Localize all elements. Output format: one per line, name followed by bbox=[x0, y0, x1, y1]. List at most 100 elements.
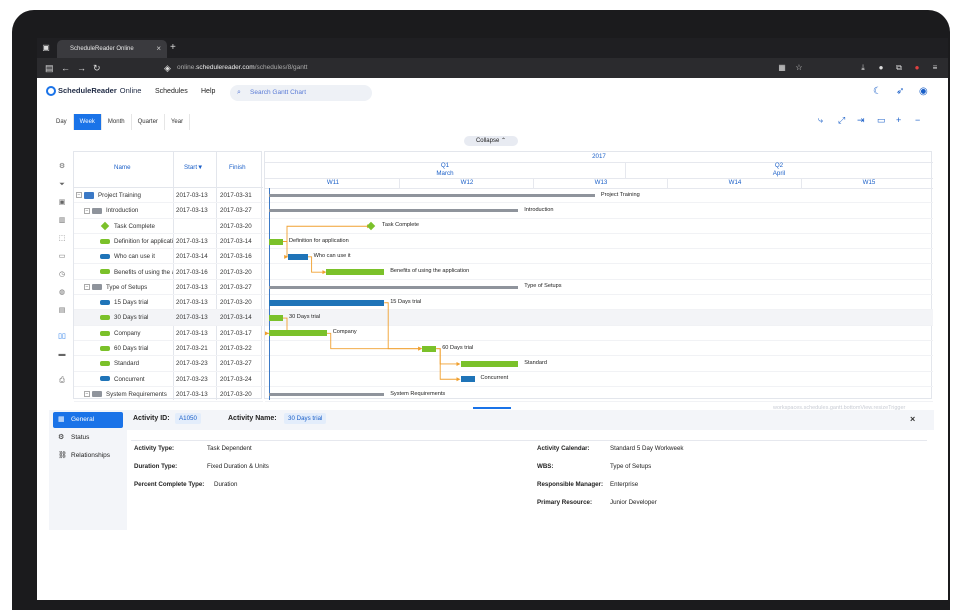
summary-bar[interactable] bbox=[269, 285, 519, 289]
column-name-header[interactable]: Name bbox=[114, 164, 131, 171]
task-icon bbox=[100, 238, 110, 244]
row-name: 15 Days trial bbox=[92, 295, 173, 310]
browser-menu-icon[interactable]: ≡ bbox=[932, 63, 938, 72]
back-icon[interactable]: ← bbox=[61, 63, 70, 73]
app-logo[interactable]: ScheduleReader Online bbox=[46, 86, 141, 97]
profile-icon[interactable]: ● bbox=[878, 63, 884, 72]
close-icon[interactable]: × bbox=[910, 414, 916, 424]
tab-general[interactable]: ▦ General bbox=[53, 412, 123, 428]
table-row[interactable]: − Project Training 2017-03-13 2017-03-31 bbox=[74, 188, 263, 204]
filter-icon[interactable]: ⏷ bbox=[59, 181, 65, 188]
new-tab-icon[interactable]: + bbox=[170, 42, 176, 53]
settings-icon[interactable]: ⚙ bbox=[58, 163, 66, 170]
table-row[interactable]: Company 2017-03-13 2017-03-17 bbox=[74, 326, 263, 341]
view-week-button[interactable]: Week bbox=[73, 114, 102, 130]
view-quarter-button[interactable]: Quarter bbox=[132, 114, 165, 130]
gantt-row bbox=[265, 203, 933, 219]
map-icon[interactable]: ▤ bbox=[58, 307, 66, 314]
split-view-icon[interactable]: ▯▯ bbox=[58, 333, 66, 340]
download-icon[interactable]: ⤓ bbox=[861, 63, 865, 72]
task-bar[interactable] bbox=[460, 376, 475, 383]
week-w15-label: W15 bbox=[862, 179, 876, 186]
info-icon: ▦ bbox=[58, 416, 65, 423]
link-icon[interactable]: ⤷ bbox=[818, 115, 824, 125]
summary-bar[interactable] bbox=[269, 393, 385, 397]
shield-icon[interactable]: ◈ bbox=[164, 63, 171, 73]
table-row[interactable]: − System Requirements 2017-03-13 2017-03-20 bbox=[74, 387, 263, 403]
user-avatar-icon[interactable]: ◉ bbox=[919, 86, 928, 97]
bottom-panel-icon[interactable]: ▬ bbox=[58, 351, 66, 358]
reload-icon[interactable]: ↻ bbox=[93, 63, 101, 73]
task-bar[interactable] bbox=[269, 330, 327, 337]
menu-schedules[interactable]: Schedules bbox=[155, 88, 188, 95]
table-row[interactable]: Who can use it 2017-03-14 2017-03-16 bbox=[74, 249, 263, 265]
search-input[interactable]: ⌕ Search Gantt Chart bbox=[230, 85, 372, 101]
task-bar[interactable] bbox=[269, 315, 283, 322]
collapse-toggle-icon[interactable]: − bbox=[84, 207, 90, 214]
view-day-button[interactable]: Day bbox=[50, 114, 74, 130]
reader-icon[interactable]: ▦ bbox=[778, 63, 786, 72]
address-bar[interactable]: online.schedulereader.com/schedules/8/ga… bbox=[177, 58, 307, 78]
column-start-header[interactable]: Start▼ bbox=[184, 164, 204, 171]
summary-bar[interactable] bbox=[269, 194, 595, 198]
task-bar[interactable] bbox=[288, 253, 308, 260]
summary-bar[interactable] bbox=[269, 209, 519, 213]
row-name: Company bbox=[92, 326, 173, 341]
collapse-toggle-icon[interactable]: − bbox=[84, 391, 90, 398]
bookmark-icon[interactable]: ☆ bbox=[795, 63, 803, 72]
task-bar[interactable] bbox=[460, 360, 519, 367]
task-bar[interactable] bbox=[269, 238, 283, 245]
bar-icon[interactable]: ▭ bbox=[58, 253, 66, 260]
table-row[interactable]: − Type of Setups 2017-03-13 2017-03-27 bbox=[74, 280, 263, 296]
panel-resize-handle[interactable] bbox=[473, 407, 511, 409]
extensions-icon[interactable]: ⧉ bbox=[896, 63, 902, 72]
group-icon[interactable]: ▣ bbox=[58, 199, 66, 206]
sidebar-toggle-icon[interactable]: ▤ bbox=[45, 63, 54, 73]
palette-icon[interactable]: ◍ bbox=[58, 289, 66, 296]
tab-status[interactable]: ⚙ Status bbox=[53, 430, 123, 446]
forward-icon[interactable]: → bbox=[77, 63, 86, 73]
browser-tab[interactable]: ScheduleReader Online × bbox=[57, 40, 167, 58]
fullscreen-icon[interactable]: ⤢ bbox=[838, 115, 846, 125]
week-w14-label: W14 bbox=[728, 179, 742, 186]
table-row[interactable]: Concurrent 2017-03-23 2017-03-24 bbox=[74, 372, 263, 387]
task-icon bbox=[100, 330, 110, 336]
history-icon[interactable]: ◷ bbox=[58, 271, 66, 278]
table-row[interactable]: − Introduction 2017-03-13 2017-03-27 bbox=[74, 203, 263, 219]
tab-overview-icon[interactable]: ▣ bbox=[42, 43, 50, 52]
table-row[interactable]: 60 Days trial 2017-03-21 2017-03-22 bbox=[74, 341, 263, 357]
zoom-out-icon[interactable]: − bbox=[915, 115, 921, 125]
table-row[interactable]: Task Complete 2017-03-20 bbox=[74, 219, 263, 234]
print-icon[interactable]: ⎙ bbox=[59, 377, 65, 384]
extension-badge-icon[interactable]: ● bbox=[914, 63, 920, 72]
task-bar[interactable] bbox=[269, 299, 385, 306]
table-row[interactable]: 30 Days trial 2017-03-13 2017-03-14 bbox=[74, 310, 263, 326]
menu-help[interactable]: Help bbox=[201, 88, 216, 95]
view-year-button[interactable]: Year bbox=[165, 114, 191, 130]
collapse-toggle-icon[interactable]: − bbox=[76, 192, 82, 199]
jump-to-icon[interactable]: ⇥ bbox=[857, 115, 865, 125]
comment-icon[interactable]: ▭ bbox=[877, 115, 886, 125]
table-row[interactable]: Benefits of using the application2017-03… bbox=[74, 265, 263, 280]
dark-mode-icon[interactable]: ☾ bbox=[873, 86, 882, 97]
row-name-text: Task Complete bbox=[114, 222, 155, 230]
column-divider[interactable] bbox=[216, 152, 217, 400]
table-row[interactable]: Standard 2017-03-23 2017-03-27 bbox=[74, 356, 263, 372]
dependency-link bbox=[436, 348, 459, 380]
row-start: 2017-03-13 bbox=[176, 314, 208, 322]
task-bar[interactable] bbox=[422, 345, 437, 352]
tab-relationships[interactable]: ⛓ Relationships bbox=[53, 448, 123, 464]
collapse-toggle-icon[interactable]: − bbox=[84, 284, 90, 291]
column-finish-header[interactable]: Finish bbox=[229, 164, 246, 171]
tag-icon[interactable]: ⬚ bbox=[58, 235, 66, 242]
task-bar[interactable] bbox=[326, 269, 385, 276]
zoom-in-icon[interactable]: + bbox=[896, 115, 902, 125]
view-month-button[interactable]: Month bbox=[102, 114, 132, 130]
column-divider[interactable] bbox=[173, 152, 174, 400]
table-row[interactable]: 15 Days trial 2017-03-13 2017-03-20 bbox=[74, 295, 263, 311]
rocket-icon[interactable]: ➶ bbox=[896, 86, 905, 97]
table-row[interactable]: Definition for application2017-03-13 2017… bbox=[74, 234, 263, 250]
tab-close-icon[interactable]: × bbox=[156, 44, 161, 53]
columns-icon[interactable]: ▥ bbox=[58, 217, 66, 224]
collapse-button[interactable]: Collapse ⌃ bbox=[464, 136, 518, 146]
